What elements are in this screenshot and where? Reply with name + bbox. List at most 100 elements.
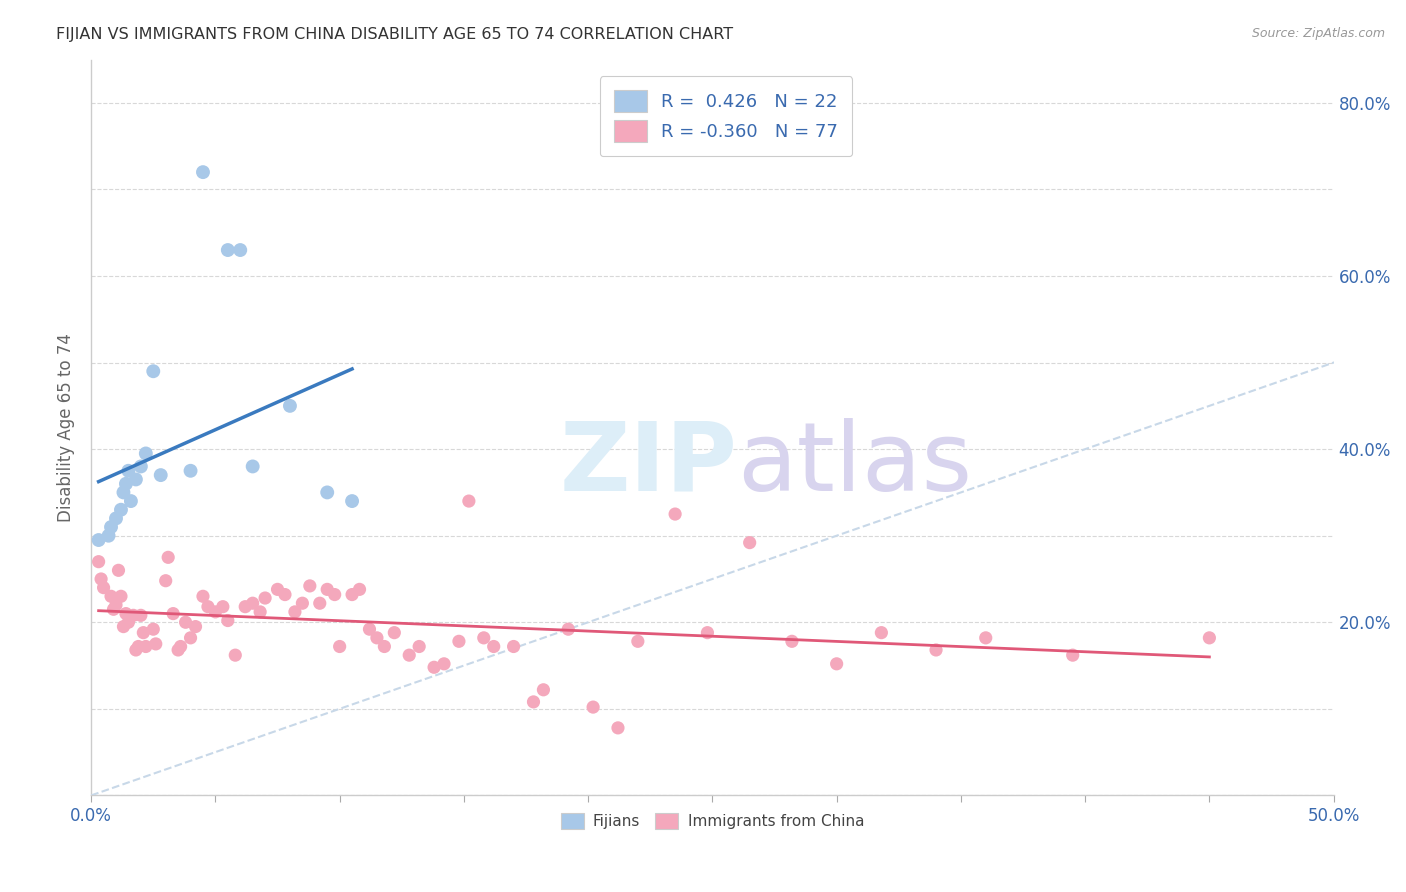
Point — [90, 572, 112, 586]
Point — [127, 640, 149, 654]
Point — [557, 622, 579, 636]
Point — [340, 588, 363, 602]
Point — [122, 608, 145, 623]
Point — [664, 507, 686, 521]
Point — [242, 459, 264, 474]
Point — [472, 631, 495, 645]
Y-axis label: Disability Age 65 to 74: Disability Age 65 to 74 — [58, 333, 75, 522]
Point — [482, 640, 505, 654]
Point — [100, 520, 122, 534]
Point — [323, 588, 346, 602]
Point — [87, 555, 110, 569]
Point — [925, 643, 948, 657]
Point — [212, 599, 235, 614]
Point — [254, 591, 277, 605]
Point — [145, 637, 167, 651]
Point — [97, 529, 120, 543]
Point — [373, 640, 395, 654]
Point — [249, 605, 271, 619]
Point — [531, 682, 554, 697]
Point — [825, 657, 848, 671]
Point — [180, 464, 202, 478]
Point — [607, 721, 630, 735]
Text: FIJIAN VS IMMIGRANTS FROM CHINA DISABILITY AGE 65 TO 74 CORRELATION CHART: FIJIAN VS IMMIGRANTS FROM CHINA DISABILI… — [56, 27, 734, 42]
Point — [132, 625, 155, 640]
Point — [291, 596, 314, 610]
Point — [135, 640, 157, 654]
Point — [217, 614, 239, 628]
Text: Source: ZipAtlas.com: Source: ZipAtlas.com — [1251, 27, 1385, 40]
Point — [174, 615, 197, 630]
Point — [197, 599, 219, 614]
Point — [298, 579, 321, 593]
Point — [316, 485, 339, 500]
Point — [398, 648, 420, 662]
Point — [142, 364, 165, 378]
Point — [93, 581, 115, 595]
Point — [229, 243, 252, 257]
Point — [233, 599, 256, 614]
Point — [502, 640, 524, 654]
Text: ZIP: ZIP — [560, 417, 737, 511]
Point — [1062, 648, 1084, 662]
Point — [142, 622, 165, 636]
Point — [1198, 631, 1220, 645]
Point — [382, 625, 405, 640]
Point — [125, 643, 148, 657]
Point — [117, 464, 139, 478]
Point — [110, 502, 132, 516]
Point — [107, 563, 129, 577]
Point — [217, 243, 239, 257]
Point — [167, 643, 190, 657]
Point — [974, 631, 997, 645]
Point — [129, 459, 152, 474]
Point — [408, 640, 430, 654]
Point — [180, 631, 202, 645]
Point — [780, 634, 803, 648]
Point — [157, 550, 180, 565]
Point — [135, 446, 157, 460]
Point — [340, 494, 363, 508]
Point — [112, 619, 135, 633]
Point — [149, 468, 172, 483]
Point — [110, 589, 132, 603]
Point — [447, 634, 470, 648]
Point — [423, 660, 446, 674]
Point — [870, 625, 893, 640]
Point — [112, 485, 135, 500]
Point — [278, 399, 301, 413]
Point — [696, 625, 718, 640]
Point — [125, 472, 148, 486]
Point — [738, 535, 761, 549]
Point — [316, 582, 339, 597]
Point — [242, 596, 264, 610]
Point — [191, 165, 214, 179]
Point — [184, 619, 207, 633]
Point — [349, 582, 371, 597]
Point — [308, 596, 330, 610]
Point — [105, 598, 128, 612]
Point — [129, 608, 152, 623]
Point — [115, 607, 138, 621]
Point — [366, 631, 388, 645]
Point — [191, 589, 214, 603]
Point — [359, 622, 381, 636]
Point — [284, 605, 307, 619]
Point — [329, 640, 352, 654]
Point — [582, 700, 605, 714]
Point — [224, 648, 246, 662]
Point — [105, 511, 128, 525]
Point — [433, 657, 456, 671]
Point — [100, 589, 122, 603]
Point — [457, 494, 479, 508]
Point — [169, 640, 191, 654]
Point — [103, 602, 125, 616]
Point — [274, 588, 297, 602]
Point — [87, 533, 110, 547]
Text: atlas: atlas — [737, 417, 973, 511]
Point — [627, 634, 650, 648]
Point — [115, 476, 138, 491]
Point — [117, 615, 139, 630]
Point — [204, 605, 226, 619]
Point — [522, 695, 544, 709]
